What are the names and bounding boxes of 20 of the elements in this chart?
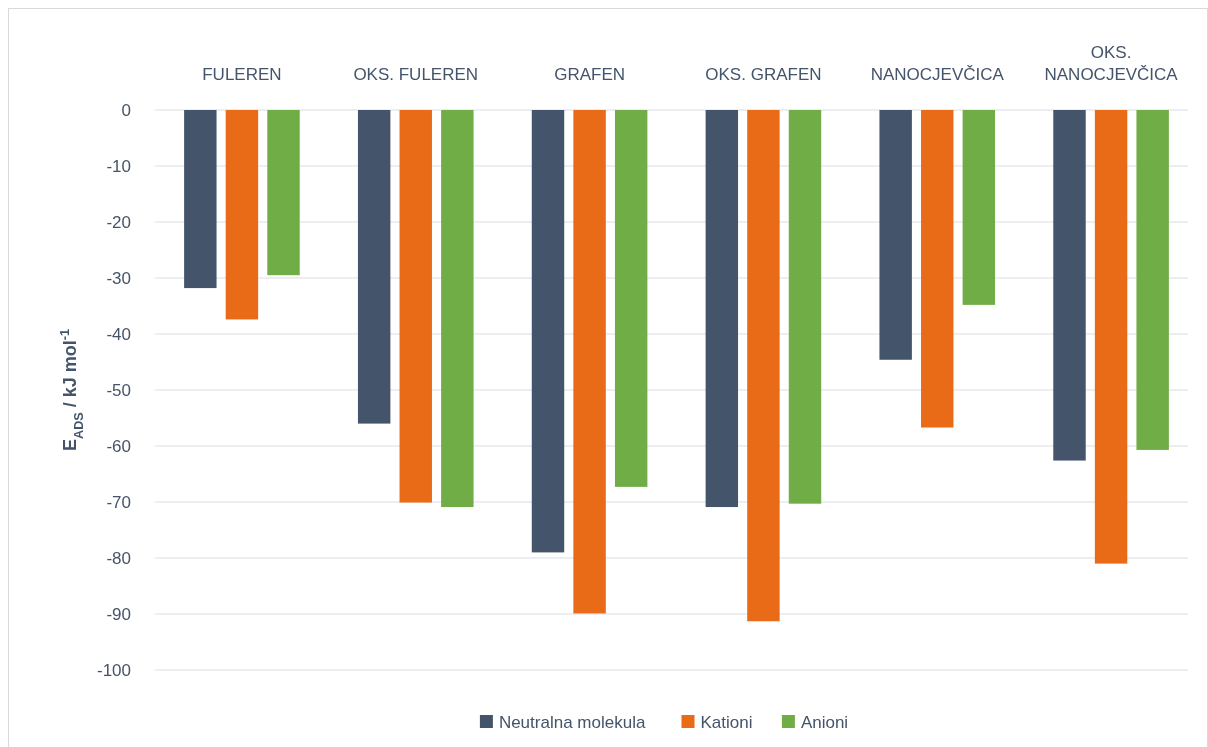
legend-label: Neutralna molekula (498, 712, 646, 732)
y-tick-label: -20 (106, 212, 131, 232)
x-tick-label: FULEREN (202, 65, 282, 84)
x-tick-label: GRAFEN (554, 65, 626, 84)
y-tick-label: -90 (106, 604, 131, 624)
y-tick-label: -80 (106, 548, 131, 568)
y-tick-label: -30 (106, 268, 131, 288)
y-tick-label: -50 (106, 380, 131, 400)
x-tick-label: OKS. NANOCJEVČICA (1044, 43, 1179, 84)
y-tick-label: -60 (106, 436, 131, 456)
x-tick-label: NANOCJEVČICA (870, 65, 1005, 84)
y-tick-label: -100 (96, 660, 131, 680)
x-tick-label: OKS. GRAFEN (705, 65, 822, 84)
y-tick-label: -40 (106, 324, 131, 344)
legend-label: Anioni (800, 712, 849, 732)
y-tick-label: 0 (121, 100, 131, 120)
y-tick-label: -10 (106, 156, 131, 176)
x-tick-label: OKS. FULEREN (353, 65, 479, 84)
legend-label: Kationi (700, 712, 753, 732)
y-tick-label: -70 (106, 492, 131, 512)
